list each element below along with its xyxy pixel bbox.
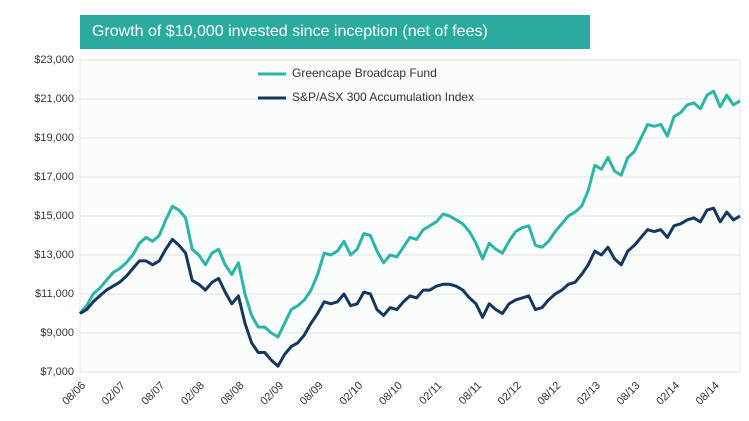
title-bar: [80, 15, 590, 49]
y-tick-label: $19,000: [34, 132, 74, 144]
y-tick-label: $15,000: [34, 210, 74, 222]
x-tick-label: 02/11: [417, 380, 444, 407]
legend-label: S&P/ASX 300 Accumulation Index: [292, 90, 474, 104]
series-line: [79, 206, 741, 368]
y-tick-label: $9,000: [40, 327, 74, 339]
y-tick-label: $7,000: [40, 366, 74, 378]
x-tick-label: 08/07: [139, 380, 167, 408]
x-tick-label: 08/08: [219, 380, 247, 408]
x-tick-label: 08/12: [535, 380, 563, 408]
x-tick-label: 08/06: [60, 380, 88, 408]
x-tick-label: 02/07: [100, 380, 128, 408]
x-tick-label: 02/12: [496, 380, 524, 408]
x-tick-label: 02/10: [337, 380, 365, 408]
series-line: [78, 89, 741, 339]
x-tick-label: 08/10: [377, 380, 405, 408]
y-tick-label: $21,000: [34, 93, 74, 105]
y-tick-label: $23,000: [34, 54, 74, 66]
x-tick-label: 02/09: [258, 380, 286, 408]
chart-title: Growth of $10,000 invested since incepti…: [92, 23, 488, 40]
x-tick-label: 08/13: [615, 380, 643, 408]
y-tick-label: $13,000: [34, 249, 74, 261]
y-tick-label: $17,000: [34, 171, 74, 183]
x-tick-label: 02/08: [179, 380, 207, 408]
legend-label: Greencape Broadcap Fund: [292, 66, 437, 80]
y-tick-label: $11,000: [35, 288, 74, 300]
x-tick-label: 02/13: [575, 380, 603, 408]
x-tick-label: 08/09: [298, 380, 326, 408]
x-tick-label: 02/14: [654, 380, 682, 408]
x-tick-label: 08/11: [457, 380, 484, 407]
x-tick-label: 08/14: [694, 380, 722, 408]
